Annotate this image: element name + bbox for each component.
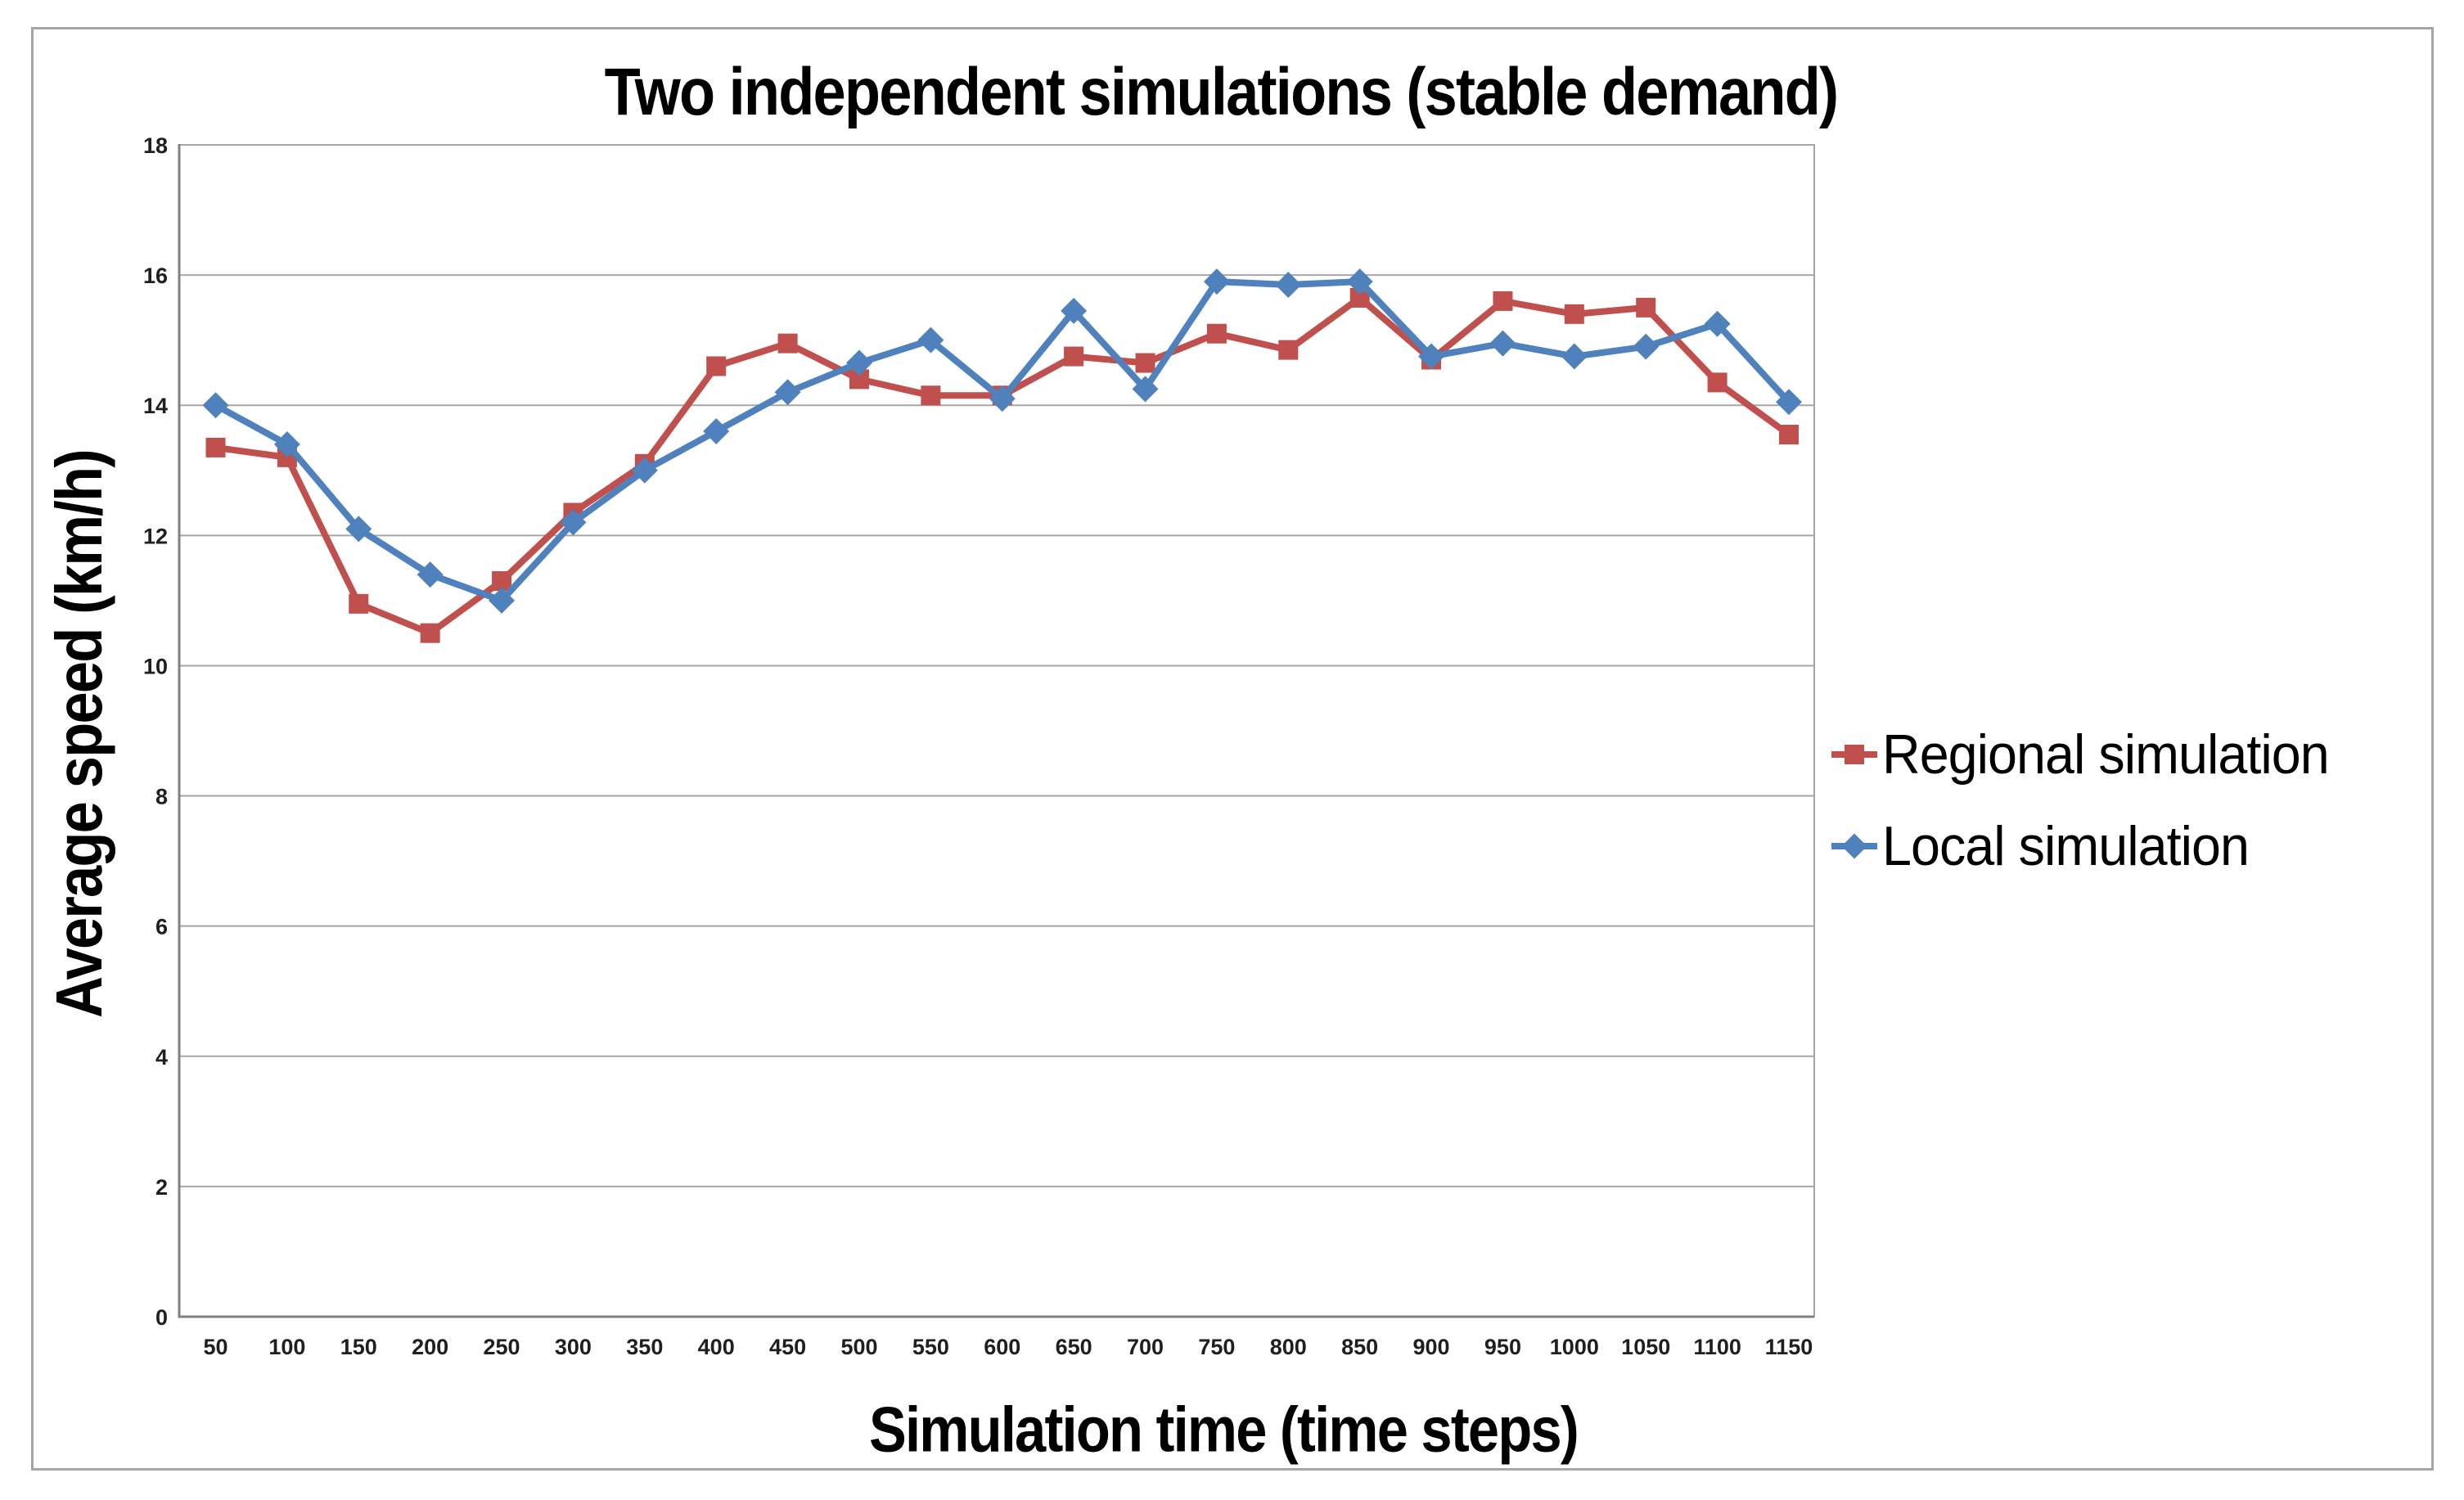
data-point-marker-local-simulation: [560, 509, 587, 536]
data-point-marker-regional-simulation: [420, 623, 440, 643]
data-point-marker-local-simulation: [703, 418, 730, 445]
y-tick-label: 14: [143, 394, 168, 418]
local-series-key-line: [1831, 833, 1877, 859]
data-point-marker-local-simulation: [1704, 310, 1731, 337]
series-line-local-simulation: [212, 278, 1792, 604]
data-point-marker-local-simulation: [489, 587, 516, 614]
x-tick-label: 1150: [1765, 1335, 1813, 1359]
data-point-marker-regional-simulation: [1636, 297, 1656, 318]
data-point-marker-local-simulation: [345, 516, 372, 543]
legend-item-local: Local simulation: [1831, 800, 2352, 892]
data-point-marker-regional-simulation: [1564, 304, 1584, 324]
data-point-marker-regional-simulation: [205, 437, 226, 457]
data-point-marker-local-simulation: [417, 561, 444, 588]
y-tick-label: 6: [155, 915, 168, 939]
x-tick-label: 200: [412, 1335, 448, 1359]
y-axis-title: Average speed (km/h): [43, 450, 115, 1018]
y-tick-label: 10: [143, 654, 168, 678]
y-tick-label: 0: [155, 1305, 168, 1330]
x-tick-label: 600: [984, 1335, 1020, 1359]
data-point-marker-local-simulation: [631, 457, 658, 484]
x-tick-label: 450: [769, 1335, 806, 1359]
x-axis-title: Simulation time (time steps): [868, 1393, 1579, 1466]
x-tick-label: 50: [203, 1335, 227, 1359]
y-tick-label: 16: [143, 264, 168, 288]
y-tick-label: 18: [143, 133, 168, 158]
data-point-marker-regional-simulation: [1707, 372, 1728, 393]
data-point-marker-local-simulation: [917, 327, 944, 354]
y-tick-label: 8: [155, 785, 168, 809]
y-tick-label: 12: [143, 524, 168, 548]
legend-label: Regional simulation: [1882, 723, 2330, 786]
data-point-marker-regional-simulation: [921, 385, 941, 406]
data-point-marker-local-simulation: [1346, 268, 1373, 295]
x-tick-label: 1050: [1621, 1335, 1670, 1359]
data-point-marker-local-simulation: [1275, 272, 1302, 299]
data-point-marker-regional-simulation: [1778, 425, 1799, 445]
x-tick-label: 900: [1413, 1335, 1450, 1359]
legend: Regional simulation Local simulation: [1831, 709, 2352, 892]
chart-title: Two independent simulations (stable dema…: [604, 55, 1839, 129]
square-marker-icon: [1845, 745, 1864, 764]
diamond-marker-icon: [1841, 833, 1867, 859]
data-point-marker-regional-simulation: [1278, 340, 1299, 360]
legend-item-regional: Regional simulation: [1831, 709, 2352, 800]
data-point-marker-local-simulation: [989, 385, 1016, 412]
x-tick-label: 800: [1270, 1335, 1307, 1359]
data-point-marker-local-simulation: [774, 379, 801, 406]
y-tick-label: 4: [155, 1045, 168, 1070]
data-point-marker-regional-simulation: [1493, 291, 1513, 311]
data-point-marker-local-simulation: [1203, 268, 1230, 295]
x-tick-label: 250: [484, 1335, 520, 1359]
figure-border: [31, 27, 2434, 1471]
x-tick-label: 400: [698, 1335, 735, 1359]
x-tick-label: 100: [268, 1335, 305, 1359]
x-tick-label: 700: [1127, 1335, 1164, 1359]
data-point-marker-local-simulation: [1132, 376, 1159, 403]
data-point-marker-local-simulation: [202, 392, 229, 419]
y-tick-label: 2: [155, 1175, 168, 1200]
x-tick-label: 500: [840, 1335, 877, 1359]
data-point-marker-regional-simulation: [1135, 353, 1155, 373]
data-point-marker-regional-simulation: [1206, 323, 1227, 344]
x-tick-label: 550: [912, 1335, 949, 1359]
data-point-marker-local-simulation: [845, 349, 872, 376]
x-tick-label: 350: [626, 1335, 663, 1359]
data-point-marker-local-simulation: [1561, 343, 1588, 370]
x-tick-label: 650: [1056, 1335, 1092, 1359]
data-point-marker-local-simulation: [1775, 389, 1802, 416]
data-point-marker-local-simulation: [273, 430, 300, 457]
x-tick-label: 950: [1484, 1335, 1521, 1359]
data-point-marker-local-simulation: [1489, 330, 1516, 357]
x-tick-label: 850: [1341, 1335, 1378, 1359]
x-tick-label: 1000: [1550, 1335, 1599, 1359]
regional-series-key-line: [1831, 745, 1877, 764]
data-point-marker-local-simulation: [1418, 343, 1445, 370]
data-point-marker-local-simulation: [1061, 297, 1088, 324]
data-point-marker-local-simulation: [1633, 333, 1660, 360]
legend-label: Local simulation: [1882, 815, 2250, 877]
x-tick-label: 300: [555, 1335, 592, 1359]
data-point-marker-regional-simulation: [1064, 346, 1084, 367]
x-tick-label: 1100: [1693, 1335, 1741, 1359]
data-point-marker-regional-simulation: [706, 356, 727, 376]
x-tick-label: 150: [340, 1335, 377, 1359]
data-point-marker-regional-simulation: [349, 593, 369, 614]
data-point-marker-regional-simulation: [777, 333, 798, 354]
x-tick-label: 750: [1198, 1335, 1235, 1359]
